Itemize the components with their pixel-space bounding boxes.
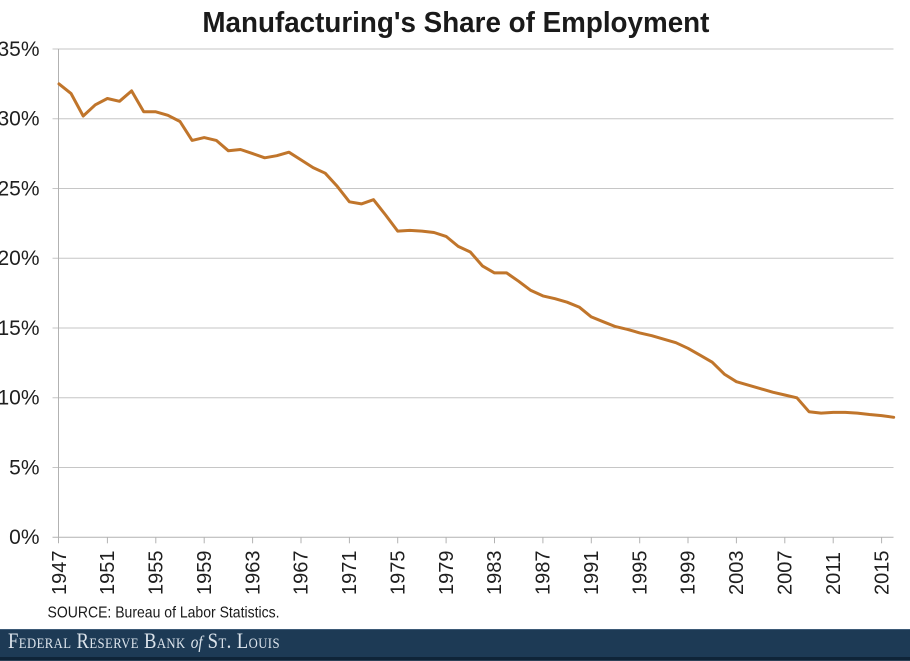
- svg-text:1967: 1967: [291, 551, 313, 596]
- svg-text:1959: 1959: [194, 551, 216, 596]
- svg-text:15%: 15%: [0, 317, 40, 340]
- svg-text:1963: 1963: [242, 551, 264, 596]
- svg-text:2015: 2015: [871, 551, 893, 596]
- svg-text:1955: 1955: [146, 551, 168, 596]
- svg-text:1947: 1947: [49, 551, 71, 596]
- svg-text:1951: 1951: [97, 551, 119, 596]
- svg-text:1983: 1983: [484, 551, 506, 596]
- svg-text:1979: 1979: [436, 551, 458, 596]
- svg-text:20%: 20%: [0, 247, 40, 270]
- svg-text:1995: 1995: [629, 551, 651, 596]
- svg-text:SOURCE: Bureau of Labor Statis: SOURCE: Bureau of Labor Statistics.: [48, 604, 280, 621]
- svg-text:1987: 1987: [533, 551, 555, 596]
- svg-text:1975: 1975: [387, 551, 409, 596]
- svg-text:2007: 2007: [775, 551, 797, 596]
- svg-text:25%: 25%: [0, 177, 40, 200]
- svg-text:Manufacturing's Share of Emplo: Manufacturing's Share of Employment: [202, 7, 709, 39]
- svg-text:30%: 30%: [0, 108, 40, 131]
- svg-text:0%: 0%: [9, 526, 39, 549]
- svg-text:1999: 1999: [678, 551, 700, 596]
- svg-text:1991: 1991: [581, 551, 603, 596]
- svg-text:2011: 2011: [823, 552, 845, 595]
- svg-text:35%: 35%: [0, 38, 40, 61]
- svg-text:10%: 10%: [0, 387, 40, 410]
- svg-text:2003: 2003: [726, 551, 748, 596]
- svg-text:1971: 1971: [339, 551, 361, 596]
- svg-text:5%: 5%: [9, 456, 39, 479]
